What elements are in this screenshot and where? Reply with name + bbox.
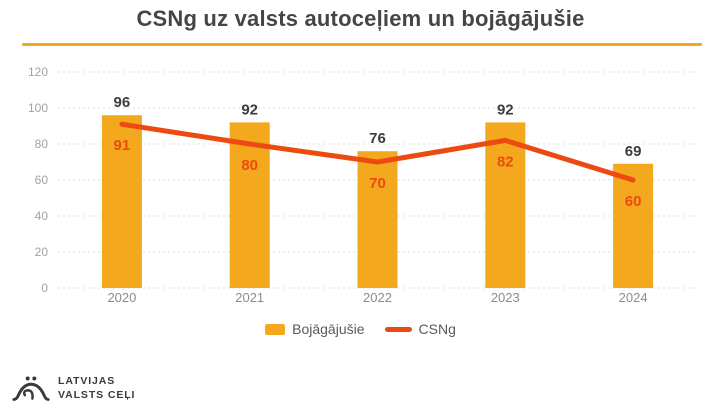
title-underline <box>22 43 702 46</box>
bar-value-label-2023: 92 <box>497 101 514 118</box>
csng-line <box>119 121 636 183</box>
xtick-label-2023: 2023 <box>491 290 520 305</box>
bar-value-label-2024: 69 <box>625 143 642 160</box>
logo-text: LATVIJAS VALSTS CEĻI <box>58 375 135 402</box>
line-value-label-2021: 80 <box>241 157 258 174</box>
legend-label-csng: CSNg <box>418 321 456 337</box>
line-value-label-2024: 60 <box>625 193 642 210</box>
bar-2020 <box>101 115 142 288</box>
ytick-label-20: 20 <box>35 245 49 259</box>
ytick-label-60: 60 <box>35 173 49 187</box>
bar-2023 <box>485 122 526 289</box>
ytick-label-100: 100 <box>28 101 48 115</box>
xtick-label-2024: 2024 <box>619 290 648 305</box>
chart-canvas: 0 20 40 60 80 100 120 96 92 76 92 69 91 80 70 82 60 2020 2… <box>28 65 697 305</box>
bar-2021 <box>229 122 270 289</box>
ytick-label-40: 40 <box>35 209 49 223</box>
xtick-label-2021: 2021 <box>235 290 264 305</box>
line-value-label-2023: 82 <box>497 153 514 170</box>
legend-bar-swatch-icon <box>265 323 286 335</box>
chart-title: CSNg uz valsts autoceļiem un bojāgājušie <box>136 6 585 31</box>
bar-value-label-2021: 92 <box>241 101 258 118</box>
legend-label-bojagajusie: Bojāgājušie <box>292 321 365 337</box>
xtick-label-2022: 2022 <box>363 290 392 305</box>
bar-2024 <box>613 163 654 288</box>
bar-value-label-2020: 96 <box>114 94 131 111</box>
ytick-label-120: 120 <box>28 65 48 79</box>
legend-item-csng: CSNg <box>384 321 456 337</box>
chart-legend: Bojāgājušie CSNg <box>0 321 721 337</box>
line-value-label-2020: 91 <box>114 137 131 154</box>
ytick-label-80: 80 <box>35 137 49 151</box>
bar-2022 <box>357 151 398 288</box>
legend-item-bojagajusie: Bojāgājušie <box>265 321 365 337</box>
line-value-label-2022: 70 <box>369 175 386 192</box>
legend-line-swatch-icon <box>384 326 412 332</box>
ytick-label-0: 0 <box>41 281 48 295</box>
bridge-arch-icon <box>12 376 50 401</box>
xtick-label-2020: 2020 <box>107 290 136 305</box>
logo-line1: LATVIJAS <box>58 375 116 388</box>
bar-value-label-2022: 76 <box>369 130 386 147</box>
logo-line2: VALSTS CEĻI <box>58 389 136 401</box>
lvc-logo: LATVIJAS VALSTS CEĻI <box>12 374 135 404</box>
